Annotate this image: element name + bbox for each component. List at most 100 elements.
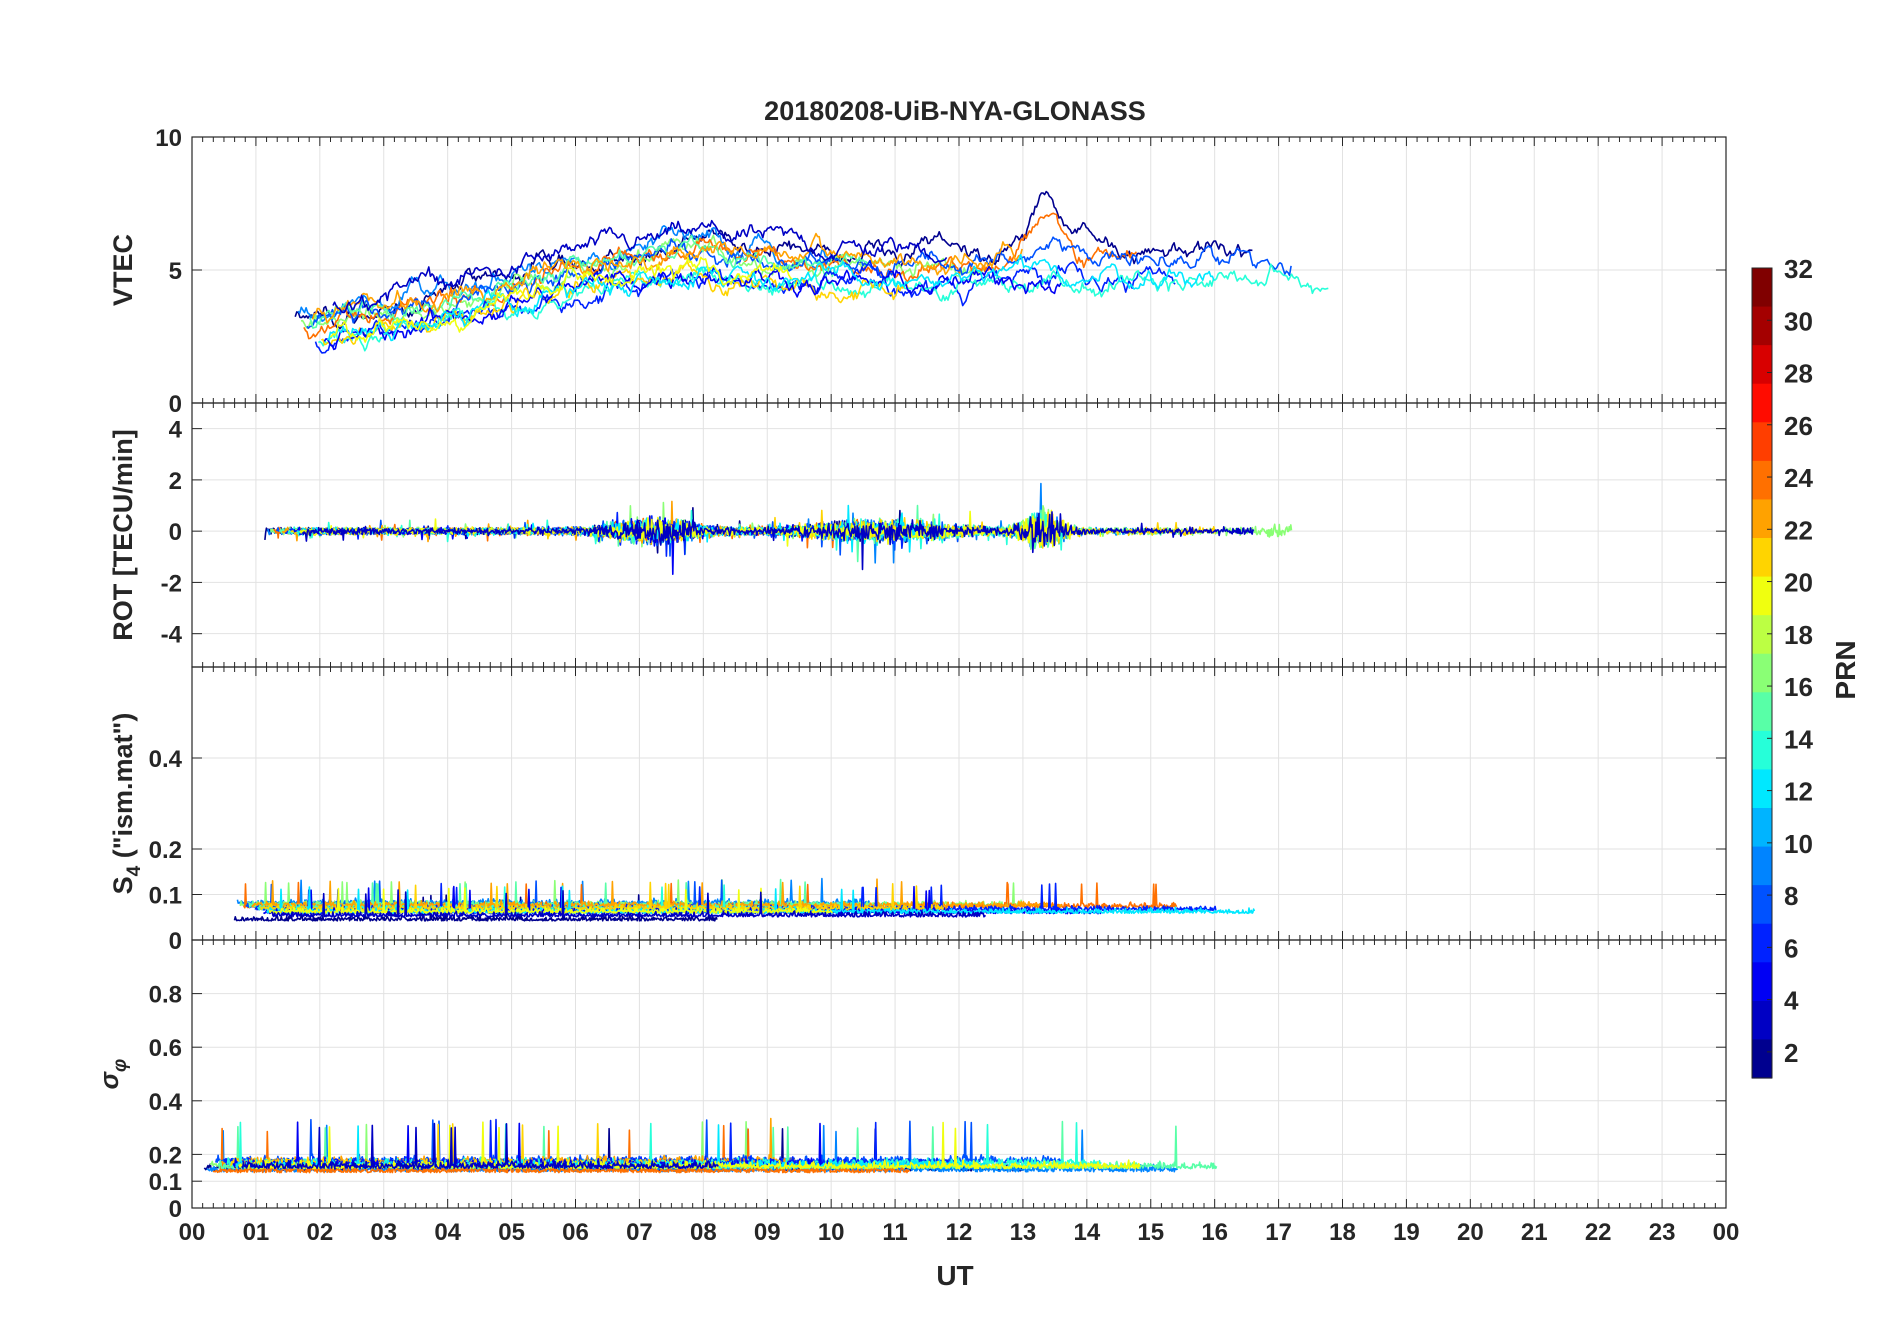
colorbar-tick-label: 30 <box>1784 306 1813 336</box>
x-tick-label: 04 <box>434 1219 461 1246</box>
y-tick-label: 0.2 <box>149 1142 182 1169</box>
y-tick-label: 10 <box>155 125 182 152</box>
colorbar-tick-label: 18 <box>1784 620 1813 650</box>
y-axis-label-rot: ROT [TECU/min] <box>108 429 138 640</box>
panel-rot: -4 -2 0 2 4 ROT [TECU/min] <box>108 402 1727 668</box>
colorbar-tick-label: 14 <box>1784 724 1813 754</box>
vtec-series-line <box>326 253 1215 342</box>
x-ticks-vtec <box>191 137 1727 403</box>
colorbar-tick-label: 8 <box>1784 881 1798 911</box>
colorbar-swatch <box>1752 1000 1772 1041</box>
x-ticks-rot <box>191 403 1727 667</box>
x-tick-label: 10 <box>818 1219 845 1246</box>
sigma-phi-series-line <box>212 1124 910 1174</box>
series-sigma-phi <box>203 1117 1218 1174</box>
colorbar-swatch <box>1752 615 1772 655</box>
x-tick-label: 15 <box>1137 1219 1164 1246</box>
x-tick-labels: 00 01 02 03 04 05 06 07 08 09 10 11 12 13 14 15 16 17 18 19… <box>179 1219 1740 1246</box>
panel-s4: 0 0.1 0.2 0.4S4 ("ism.mat") <box>108 666 1727 955</box>
x-tick-label: 14 <box>1073 1219 1100 1246</box>
colorbar-swatch <box>1752 422 1772 462</box>
colorbar-tick-label: 32 <box>1784 254 1813 284</box>
colorbar-swatch <box>1752 538 1772 578</box>
colorbar-tick-label: 16 <box>1784 672 1813 702</box>
x-tick-label: 22 <box>1585 1219 1612 1246</box>
colorbar-swatch <box>1752 576 1772 616</box>
y-tick-label: 0.2 <box>149 837 182 864</box>
colorbar-tick-label: 4 <box>1784 986 1799 1016</box>
x-ticks-s4 <box>191 667 1727 940</box>
vtec-series-line <box>303 212 1138 340</box>
x-tick-label: 01 <box>243 1219 270 1246</box>
x-axis-label: UT <box>936 1260 973 1291</box>
panel-vtec: 0 5 10 VTEC <box>108 125 1727 418</box>
x-ticks-sigma-phi <box>191 940 1727 1208</box>
colorbar-swatch <box>1752 306 1772 346</box>
y-axis-label-sigma-phi: σφ <box>94 1059 131 1090</box>
vtec-series-line <box>318 263 1329 352</box>
x-tick-label: 21 <box>1521 1219 1548 1246</box>
colorbar-box <box>1751 267 1773 1079</box>
y-axis-label-vtec: VTEC <box>108 234 138 306</box>
x-tick-label: 23 <box>1649 1219 1676 1246</box>
colorbar-swatch <box>1752 383 1772 423</box>
colorbar-tick-label: 28 <box>1784 359 1813 389</box>
y-tick-label: 0.1 <box>149 1169 182 1196</box>
s4-series-line <box>268 887 833 914</box>
x-tick-label: 00 <box>179 1219 206 1246</box>
x-tick-label: 02 <box>306 1219 333 1246</box>
y-tick-label: 4 <box>169 417 183 444</box>
colorbar-swatch <box>1752 730 1772 771</box>
vtec-series-line <box>329 256 793 343</box>
x-tick-label: 07 <box>626 1219 653 1246</box>
y-ticks-vtec: 0 5 10 <box>155 125 1726 418</box>
colorbar-swatch <box>1752 268 1772 308</box>
colorbar-swatch <box>1752 962 1772 1002</box>
colorbar-tick-label: 20 <box>1784 568 1813 598</box>
x-tick-label: 16 <box>1201 1219 1228 1246</box>
chart-title: 20180208-UiB-NYA-GLONASS <box>764 96 1146 126</box>
x-tick-label: 18 <box>1329 1219 1356 1246</box>
y-tick-label: -4 <box>161 622 183 649</box>
series-rot <box>264 482 1293 576</box>
x-tick-label: 06 <box>562 1219 589 1246</box>
colorbar-tick-label: 22 <box>1784 515 1813 545</box>
y-axis-label-s4: S4 ("ism.mat") <box>108 713 145 895</box>
s4-series-line <box>233 894 718 922</box>
y-ticks-sigma-phi: 00.10.2 0.4 0.6 0.8 <box>149 982 1726 1223</box>
y-tick-label: 0.4 <box>149 746 183 773</box>
y-tick-label: 0 <box>169 1196 182 1223</box>
colorbar-tick-label: 10 <box>1784 829 1813 859</box>
colorbar-tick-label: 2 <box>1784 1038 1798 1068</box>
x-tick-label: 12 <box>946 1219 973 1246</box>
y-tick-label: 0.6 <box>149 1035 182 1062</box>
x-tick-label: 17 <box>1265 1219 1292 1246</box>
y-tick-label: 0.8 <box>149 982 182 1009</box>
x-tick-label: 03 <box>370 1219 397 1246</box>
y-tick-label: -2 <box>161 570 182 597</box>
rot-series-line <box>301 511 1255 571</box>
x-tick-label: 11 <box>882 1219 907 1246</box>
sigma-phi-series-line <box>241 1122 719 1170</box>
colorbar-swatch <box>1752 808 1772 848</box>
y-tick-label: 5 <box>169 258 182 285</box>
colorbar-swatch <box>1752 499 1772 539</box>
x-tick-label: 00 <box>1713 1219 1740 1246</box>
x-tick-label: 20 <box>1457 1219 1484 1246</box>
series-vtec <box>294 190 1329 354</box>
colorbar-swatch <box>1752 460 1772 501</box>
colorbar-tick-label: 26 <box>1784 411 1813 441</box>
colorbar-swatch <box>1752 692 1772 732</box>
y-tick-label: 0 <box>169 391 182 418</box>
y-tick-label: 0 <box>169 928 182 955</box>
y-tick-label: 2 <box>169 468 182 495</box>
y-tick-label: 0.1 <box>149 883 182 910</box>
colorbar-tick-label: 12 <box>1784 777 1813 807</box>
colorbar-swatch <box>1752 846 1772 886</box>
colorbar-tick-label: 6 <box>1784 933 1798 963</box>
colorbar-label: PRN <box>1830 640 1861 699</box>
colorbar-swatch <box>1752 653 1772 693</box>
colorbar-swatch <box>1752 885 1772 925</box>
